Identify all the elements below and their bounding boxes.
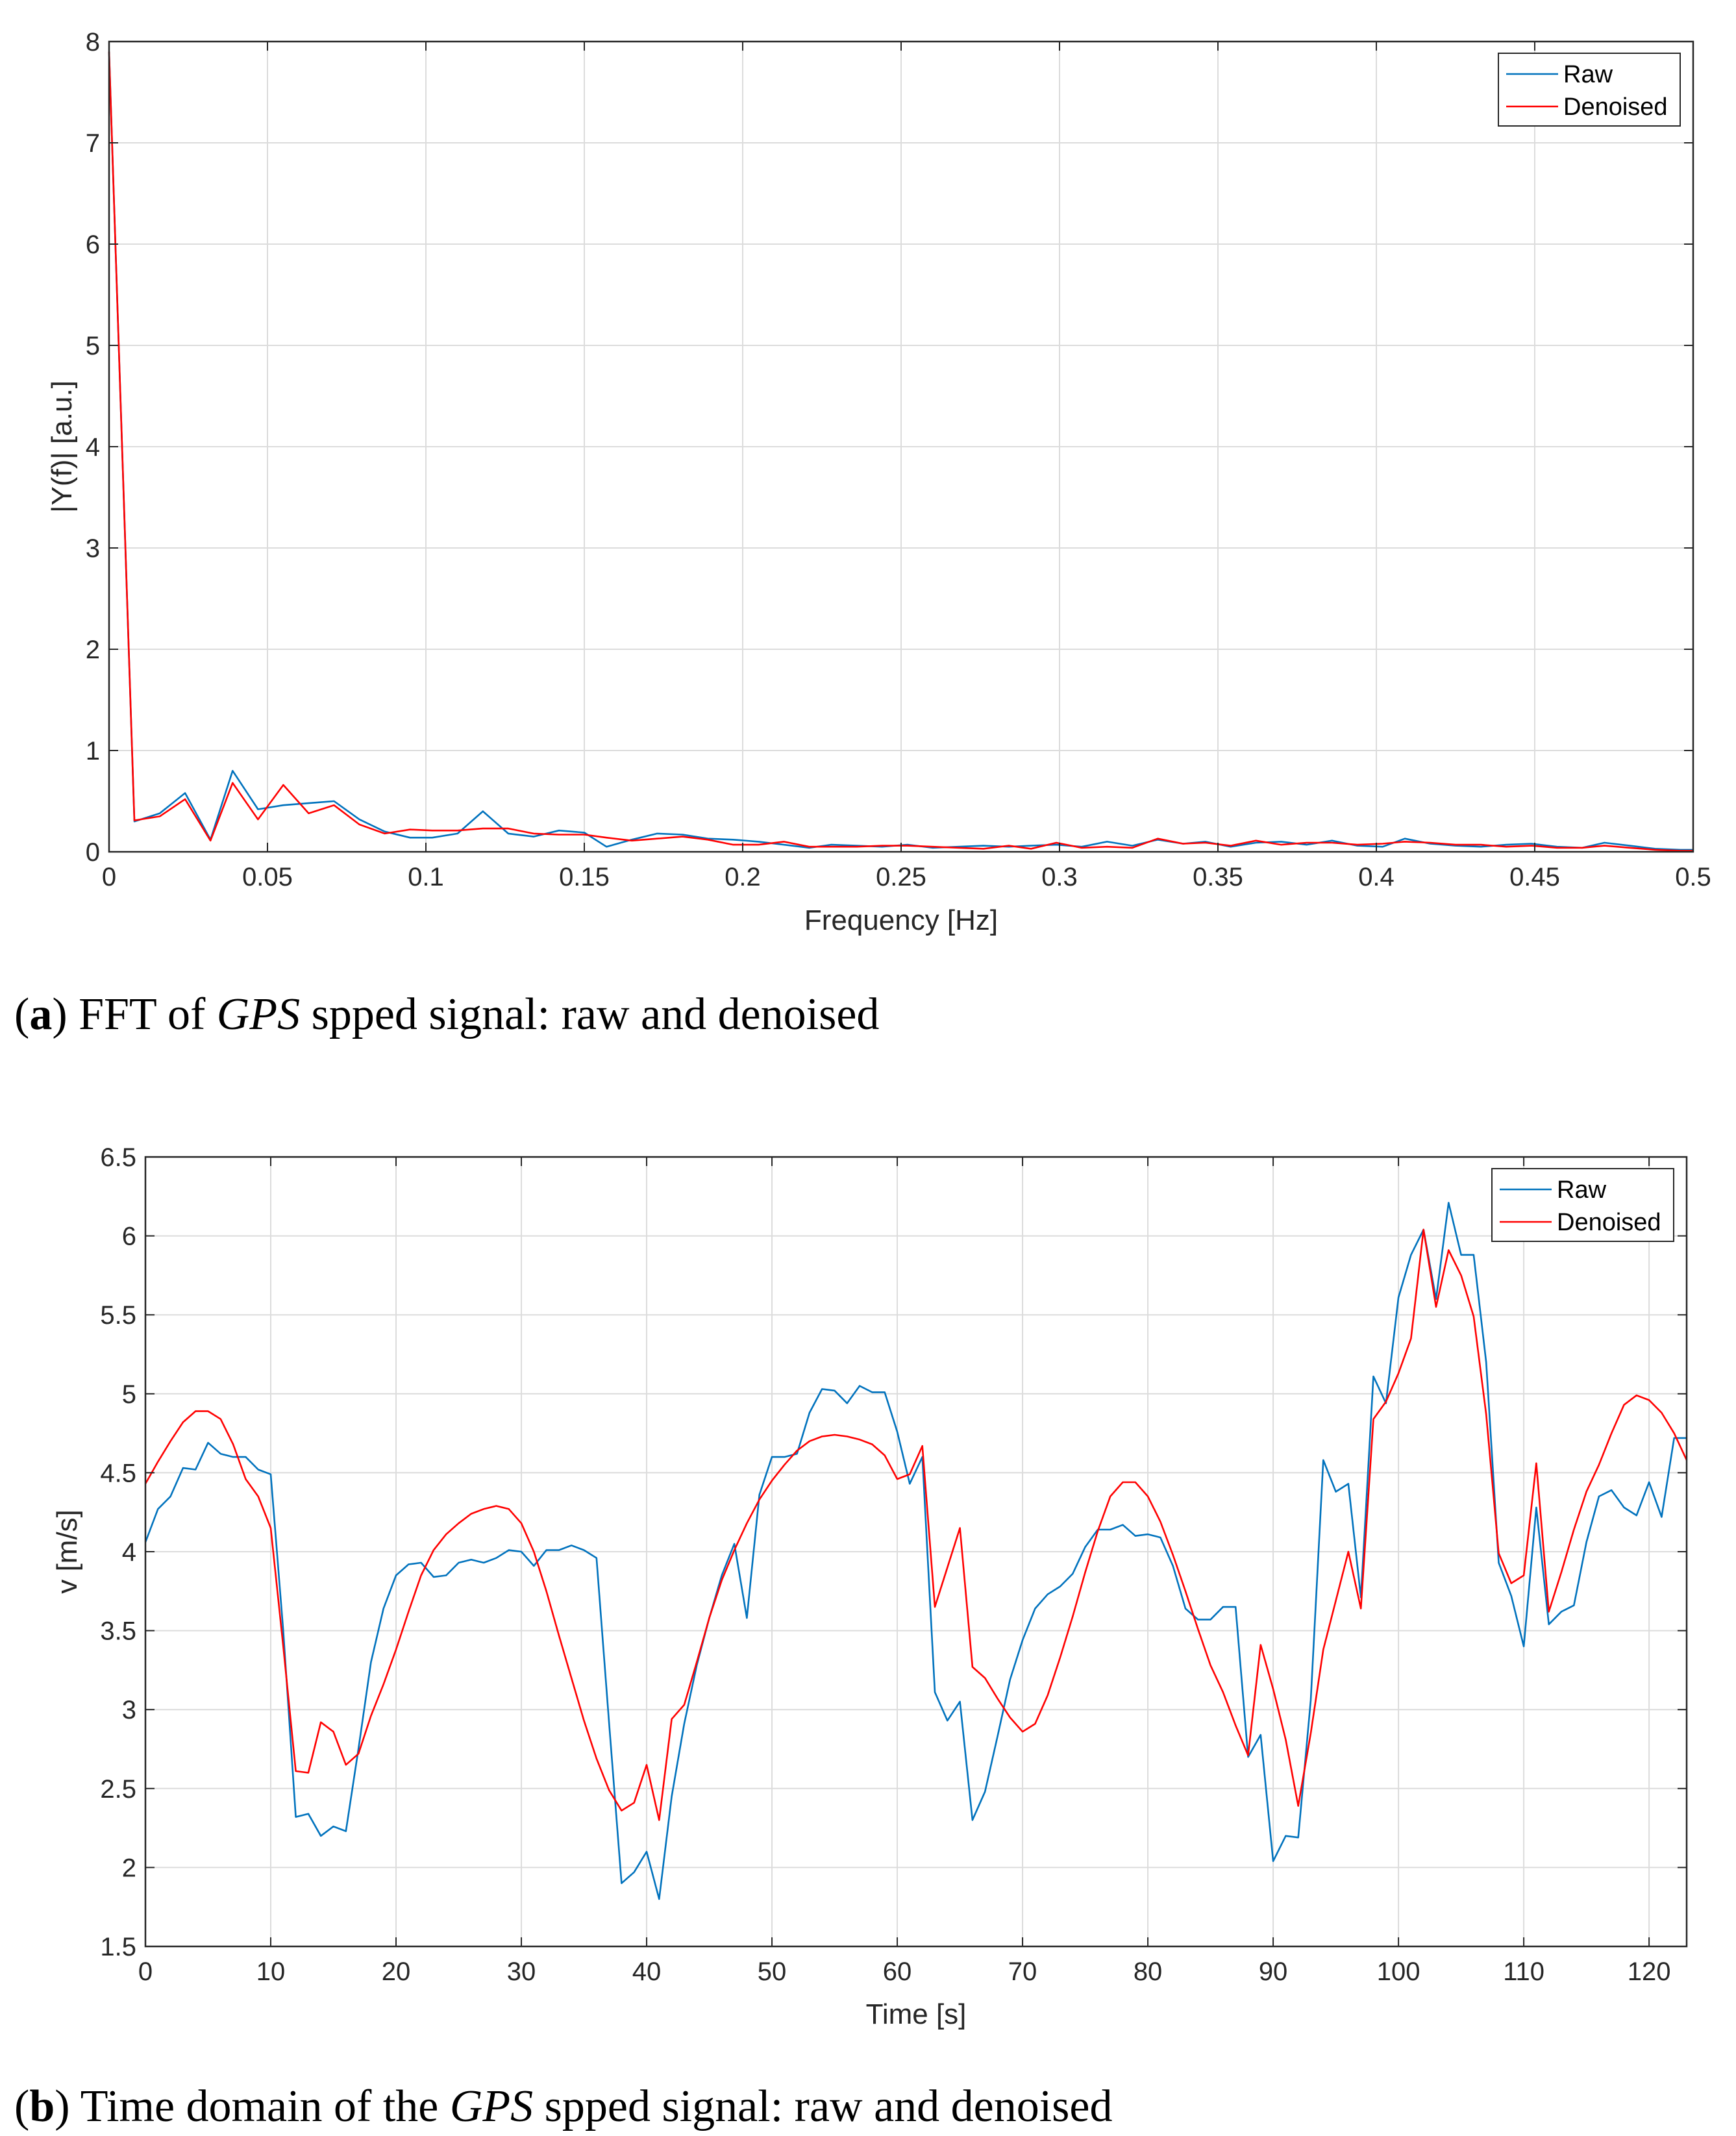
x-tick-label: 0.5 bbox=[1675, 863, 1711, 891]
x-tick-label: 0.15 bbox=[559, 863, 610, 891]
x-tick-label: 90 bbox=[1259, 1957, 1288, 1986]
x-tick-label: 20 bbox=[382, 1957, 411, 1986]
series-line-raw bbox=[108, 51, 1693, 851]
x-tick-label: 10 bbox=[256, 1957, 286, 1986]
x-tick-label: 120 bbox=[1628, 1957, 1671, 1986]
series-line-denoised bbox=[108, 51, 1693, 852]
y-tick-label: 5 bbox=[122, 1380, 136, 1409]
y-tick-label: 3 bbox=[122, 1696, 136, 1724]
legend-label-raw: Raw bbox=[1557, 1176, 1607, 1204]
y-tick-label: 3 bbox=[86, 534, 100, 563]
fft-chart: 0 0.05 0.1 0.15 0.2 0.25 0.3 0.35 0.4 0.45 0.5 0 1 2 3… bbox=[14, 28, 1711, 1039]
y-tick-label: 4 bbox=[122, 1538, 136, 1567]
y-axis-label: v [m/s] bbox=[51, 1509, 83, 1594]
legend-label-denoised: Denoised bbox=[1563, 93, 1668, 121]
series-line-denoised bbox=[144, 1228, 1688, 1821]
x-tick-label: 40 bbox=[632, 1957, 662, 1986]
legend: Raw Denoised bbox=[1491, 1168, 1674, 1242]
x-tick-label: 0.1 bbox=[408, 863, 444, 891]
caption-close-paren: ) bbox=[52, 989, 67, 1039]
y-tick-label: 4.5 bbox=[100, 1459, 136, 1487]
figure-caption: (b) Time domain of the GPS spped signal:… bbox=[14, 2081, 1112, 2131]
x-tick-label: 50 bbox=[758, 1957, 787, 1986]
y-tick-label: 6.5 bbox=[100, 1143, 136, 1172]
x-tick-label: 80 bbox=[1134, 1957, 1163, 1986]
x-tick-label: 100 bbox=[1377, 1957, 1420, 1986]
x-tick-label: 0.35 bbox=[1193, 863, 1243, 891]
time-domain-chart: 0 10 20 30 40 50 60 70 80 90 100 110 120 1.5 2 2.5 3 3.5 4… bbox=[14, 1143, 1688, 2131]
caption-label: b bbox=[29, 2081, 55, 2131]
y-tick-label: 7 bbox=[86, 129, 100, 158]
caption-text-after: spped signal: raw and denoised bbox=[533, 2081, 1112, 2131]
y-tick-label: 2 bbox=[122, 1854, 136, 1882]
y-tick-label: 2 bbox=[86, 636, 100, 664]
y-tick-label: 5 bbox=[86, 332, 100, 360]
y-tick-label: 5.5 bbox=[100, 1301, 136, 1330]
caption-open-paren: ( bbox=[14, 2081, 29, 2131]
x-tick-label: 0.4 bbox=[1358, 863, 1395, 891]
y-tick-label: 6 bbox=[86, 230, 100, 259]
x-tick-label: 0.3 bbox=[1041, 863, 1078, 891]
x-axis-label: Time [s] bbox=[866, 1998, 967, 2030]
y-axis-label: |Y(f)| [a.u.] bbox=[46, 380, 78, 513]
y-tick-label: 8 bbox=[86, 28, 100, 56]
x-tick-label: 60 bbox=[883, 1957, 912, 1986]
figure-caption: (a) FFT of GPS spped signal: raw and den… bbox=[14, 989, 879, 1039]
y-tick-label: 4 bbox=[86, 433, 100, 462]
y-tick-label: 2.5 bbox=[100, 1775, 136, 1804]
caption-text-after: spped signal: raw and denoised bbox=[300, 989, 879, 1039]
x-tick-label: 110 bbox=[1503, 1957, 1544, 1986]
y-tick-label: 3.5 bbox=[100, 1617, 136, 1646]
caption-text: Time domain of the bbox=[70, 2081, 450, 2131]
x-tick-label: 70 bbox=[1008, 1957, 1037, 1986]
y-tick-label: 1 bbox=[86, 737, 100, 765]
caption-close-paren: ) bbox=[55, 2081, 69, 2131]
y-tick-label: 1.5 bbox=[100, 1933, 136, 1961]
y-tick-label: 6 bbox=[122, 1223, 136, 1251]
x-tick-label: 0 bbox=[102, 863, 116, 891]
legend: Raw Denoised bbox=[1498, 53, 1681, 127]
legend-box bbox=[1491, 1168, 1674, 1242]
y-tick-label: 0 bbox=[86, 838, 100, 867]
caption-text: FFT of bbox=[68, 989, 217, 1039]
x-tick-label: 0.2 bbox=[725, 863, 761, 891]
caption-italic: GPS bbox=[217, 989, 300, 1039]
legend-box bbox=[1498, 53, 1681, 127]
x-tick-label: 0 bbox=[138, 1957, 153, 1986]
x-tick-label: 0.45 bbox=[1509, 863, 1560, 891]
caption-label: a bbox=[29, 989, 52, 1039]
caption-italic: GPS bbox=[450, 2081, 533, 2131]
legend-label-denoised: Denoised bbox=[1557, 1209, 1661, 1236]
caption-open-paren: ( bbox=[14, 989, 29, 1039]
x-tick-label: 0.05 bbox=[242, 863, 293, 891]
x-tick-label: 0.25 bbox=[876, 863, 926, 891]
x-axis-label: Frequency [Hz] bbox=[804, 904, 998, 936]
legend-label-raw: Raw bbox=[1563, 61, 1613, 88]
x-tick-label: 30 bbox=[507, 1957, 536, 1986]
